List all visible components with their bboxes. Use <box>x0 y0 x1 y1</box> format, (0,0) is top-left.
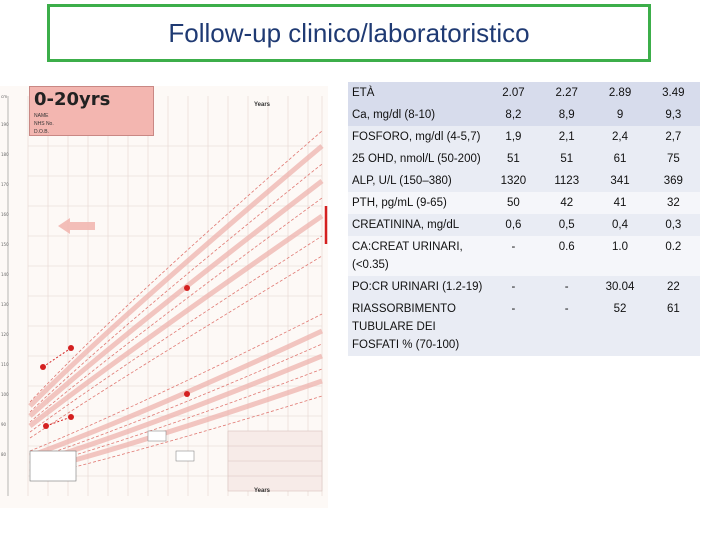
value-cell: 1.0 <box>593 236 647 276</box>
svg-text:190: 190 <box>1 122 9 127</box>
table-row: 25 OHD, nmol/L (50-200) 51 51 61 75 <box>348 148 700 170</box>
growth-chart: cm 190 180 170 160 150 140 130 120 110 100 90 80 <box>0 86 328 508</box>
value-cell: - <box>486 298 541 356</box>
value-cell: 61 <box>593 148 647 170</box>
svg-text:180: 180 <box>1 152 9 157</box>
title-box: Follow-up clinico/laboratoristico <box>47 4 651 62</box>
value-cell: 2,4 <box>593 126 647 148</box>
svg-text:100: 100 <box>1 392 9 397</box>
value-cell: 1,9 <box>486 126 541 148</box>
lab-table: ETÀ 2.07 2.27 2.89 3.49 Ca, mg/dl (8-10)… <box>348 82 700 356</box>
slide-title: Follow-up clinico/laboratoristico <box>168 17 530 48</box>
value-cell: 8,2 <box>486 104 541 126</box>
value-cell: 0,4 <box>593 214 647 236</box>
value-cell: 51 <box>486 148 541 170</box>
table-row: ALP, U/L (150–380) 1320 1123 341 369 <box>348 170 700 192</box>
table-row: CA:CREAT URINARI, (<0.35) - 0.6 1.0 0.2 <box>348 236 700 276</box>
header-label: ETÀ <box>348 82 487 104</box>
value-cell: 9 <box>593 104 647 126</box>
table-row: PTH, pg/mL (9-65) 50 42 41 32 <box>348 192 700 214</box>
years-label-bottom: Years <box>254 488 271 494</box>
table-row: CREATININA, mg/dL 0,6 0,5 0,4 0,3 <box>348 214 700 236</box>
svg-text:120: 120 <box>1 332 9 337</box>
years-label-top: Years <box>254 102 271 108</box>
svg-text:90: 90 <box>1 422 7 427</box>
table-row: RIASSORBIMENTO TUBULARE DEI FOSFATI % (7… <box>348 298 700 356</box>
table-row: Ca, mg/dl (8-10) 8,2 8,9 9 9,3 <box>348 104 700 126</box>
row-label: 25 OHD, nmol/L (50-200) <box>348 148 487 170</box>
chart-heading: 0-20yrs <box>34 89 111 110</box>
chart-header-dob: D.O.B. <box>34 129 50 135</box>
table-row: PO:CR URINARI (1.2-19) - - 30.04 22 <box>348 276 700 298</box>
value-cell: 9,3 <box>646 104 700 126</box>
svg-text:130: 130 <box>1 302 9 307</box>
age-cell: 2.07 <box>486 82 541 104</box>
svg-text:80: 80 <box>1 452 7 457</box>
value-cell: 1320 <box>486 170 541 192</box>
row-label: CA:CREAT URINARI, (<0.35) <box>348 236 487 276</box>
value-cell: - <box>486 236 541 276</box>
value-cell: 0.2 <box>646 236 700 276</box>
row-label: Ca, mg/dl (8-10) <box>348 104 487 126</box>
value-cell: - <box>540 298 594 356</box>
age-cell: 2.27 <box>540 82 594 104</box>
chart-header-nhs: NHS No. <box>34 121 54 127</box>
value-cell: 52 <box>593 298 647 356</box>
chart-header: 0-20yrs NAME NHS No. D.O.B. <box>29 86 154 136</box>
value-cell: 341 <box>593 170 647 192</box>
row-label: RIASSORBIMENTO TUBULARE DEI FOSFATI % (7… <box>348 298 487 356</box>
value-cell: 41 <box>593 192 647 214</box>
table-header-row: ETÀ 2.07 2.27 2.89 3.49 <box>348 82 700 104</box>
svg-text:110: 110 <box>1 362 9 367</box>
value-cell: 22 <box>646 276 700 298</box>
value-cell: 369 <box>646 170 700 192</box>
value-cell: 30.04 <box>593 276 647 298</box>
value-cell: 50 <box>486 192 541 214</box>
value-cell: 1123 <box>540 170 594 192</box>
svg-text:150: 150 <box>1 242 9 247</box>
value-cell: - <box>486 276 541 298</box>
row-label: PTH, pg/mL (9-65) <box>348 192 487 214</box>
age-cell: 3.49 <box>646 82 700 104</box>
value-cell: 0,5 <box>540 214 594 236</box>
value-cell: 61 <box>646 298 700 356</box>
svg-text:160: 160 <box>1 212 9 217</box>
value-cell: 32 <box>646 192 700 214</box>
growth-chart-graphic: cm 190 180 170 160 150 140 130 120 110 100 90 80 <box>1 94 328 496</box>
value-cell: 8,9 <box>540 104 594 126</box>
value-cell: 0.6 <box>540 236 594 276</box>
svg-text:cm: cm <box>1 94 7 99</box>
value-cell: 0,3 <box>646 214 700 236</box>
row-label: FOSFORO, mg/dl (4-5,7) <box>348 126 487 148</box>
row-label: ALP, U/L (150–380) <box>348 170 487 192</box>
value-cell: 2,1 <box>540 126 594 148</box>
row-label: PO:CR URINARI (1.2-19) <box>348 276 487 298</box>
value-cell: 42 <box>540 192 594 214</box>
value-cell: 51 <box>540 148 594 170</box>
svg-text:140: 140 <box>1 272 9 277</box>
value-cell: 0,6 <box>486 214 541 236</box>
row-label: CREATININA, mg/dL <box>348 214 487 236</box>
chart-header-name: NAME <box>34 113 49 119</box>
value-cell: - <box>540 276 594 298</box>
value-cell: 2,7 <box>646 126 700 148</box>
svg-text:170: 170 <box>1 182 9 187</box>
value-cell: 75 <box>646 148 700 170</box>
age-cell: 2.89 <box>593 82 647 104</box>
table-row: FOSFORO, mg/dl (4-5,7) 1,9 2,1 2,4 2,7 <box>348 126 700 148</box>
